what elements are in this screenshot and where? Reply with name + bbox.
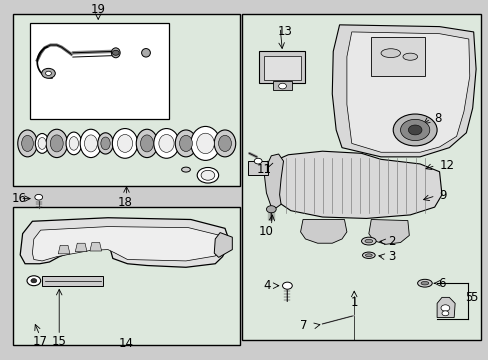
Bar — [30, 23, 168, 119]
Ellipse shape — [214, 130, 235, 157]
Ellipse shape — [50, 135, 63, 152]
Ellipse shape — [175, 130, 196, 157]
Ellipse shape — [420, 282, 428, 285]
Ellipse shape — [111, 48, 120, 58]
Text: 13: 13 — [277, 25, 292, 38]
Circle shape — [27, 276, 41, 286]
Circle shape — [392, 114, 436, 146]
Text: 12: 12 — [439, 159, 454, 172]
Polygon shape — [90, 243, 102, 251]
Circle shape — [278, 83, 286, 89]
Bar — [13, 14, 239, 186]
Text: 9: 9 — [439, 189, 446, 202]
Ellipse shape — [84, 135, 97, 152]
Bar — [370, 37, 424, 76]
Bar — [264, 56, 300, 80]
Circle shape — [266, 206, 276, 213]
Ellipse shape — [417, 279, 431, 287]
Bar — [42, 276, 103, 286]
Polygon shape — [214, 233, 232, 257]
Ellipse shape — [380, 49, 400, 58]
Polygon shape — [273, 151, 441, 219]
Circle shape — [112, 50, 119, 55]
Polygon shape — [58, 246, 70, 254]
Bar — [13, 207, 239, 345]
Text: 7: 7 — [300, 319, 307, 332]
Ellipse shape — [136, 129, 158, 158]
Text: 15: 15 — [52, 335, 66, 348]
Text: 1: 1 — [350, 296, 357, 309]
Text: 14: 14 — [119, 337, 134, 350]
Circle shape — [31, 279, 37, 283]
Ellipse shape — [181, 167, 190, 172]
Circle shape — [407, 125, 421, 135]
Bar — [259, 51, 305, 83]
Polygon shape — [264, 154, 283, 208]
Ellipse shape — [218, 135, 231, 152]
Text: 2: 2 — [387, 235, 395, 248]
Ellipse shape — [361, 237, 375, 245]
Ellipse shape — [21, 135, 33, 152]
Text: 16: 16 — [11, 192, 26, 205]
Ellipse shape — [190, 126, 220, 161]
Text: 11: 11 — [256, 163, 271, 176]
Ellipse shape — [46, 129, 67, 158]
Circle shape — [400, 120, 429, 140]
Ellipse shape — [18, 130, 37, 157]
Ellipse shape — [101, 137, 110, 150]
Ellipse shape — [98, 133, 113, 154]
Ellipse shape — [364, 239, 372, 243]
Ellipse shape — [69, 136, 79, 150]
Ellipse shape — [38, 138, 46, 149]
Polygon shape — [32, 226, 222, 261]
Circle shape — [201, 170, 214, 180]
Text: 6: 6 — [438, 277, 445, 290]
Circle shape — [440, 305, 449, 311]
Polygon shape — [331, 25, 475, 157]
Circle shape — [41, 68, 55, 78]
Text: 5: 5 — [469, 291, 477, 304]
Ellipse shape — [365, 254, 371, 257]
Circle shape — [45, 71, 51, 76]
Circle shape — [35, 194, 42, 200]
Ellipse shape — [112, 129, 138, 158]
Bar — [248, 161, 267, 175]
Polygon shape — [436, 297, 454, 318]
Circle shape — [197, 167, 218, 183]
Ellipse shape — [159, 135, 174, 152]
Circle shape — [441, 311, 448, 316]
Text: 18: 18 — [117, 197, 132, 210]
Text: 5: 5 — [465, 291, 472, 304]
Polygon shape — [300, 220, 346, 243]
Ellipse shape — [66, 132, 81, 155]
Ellipse shape — [196, 133, 214, 154]
Ellipse shape — [140, 135, 153, 152]
Ellipse shape — [402, 53, 417, 60]
Ellipse shape — [80, 129, 102, 158]
Text: 19: 19 — [91, 3, 105, 16]
Bar — [242, 14, 480, 340]
Circle shape — [282, 282, 292, 289]
Text: 10: 10 — [259, 225, 273, 238]
Text: 17: 17 — [32, 335, 47, 348]
Ellipse shape — [142, 49, 150, 57]
Ellipse shape — [362, 252, 374, 258]
Polygon shape — [20, 218, 229, 267]
Text: 4: 4 — [264, 279, 271, 292]
Ellipse shape — [179, 135, 192, 152]
Ellipse shape — [117, 135, 132, 152]
Polygon shape — [75, 243, 87, 252]
Bar — [272, 81, 292, 90]
Ellipse shape — [35, 134, 49, 153]
Circle shape — [254, 158, 262, 164]
Polygon shape — [346, 32, 469, 152]
Text: 3: 3 — [387, 250, 395, 263]
Polygon shape — [368, 220, 408, 244]
Ellipse shape — [154, 129, 179, 158]
Text: 8: 8 — [434, 112, 441, 125]
